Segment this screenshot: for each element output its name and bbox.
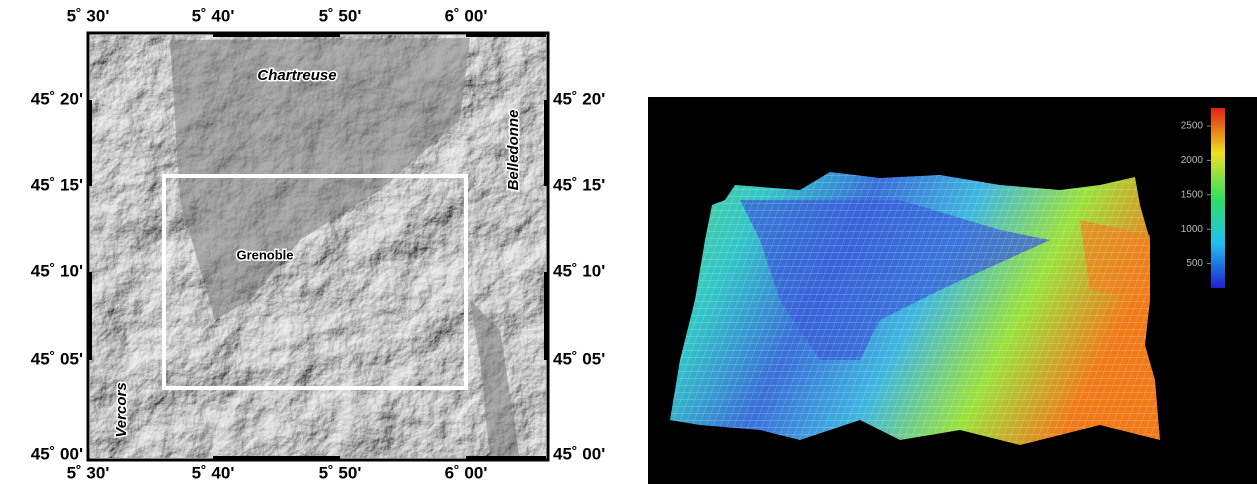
x-tick-label: 5˚ 40': [192, 6, 235, 25]
x-tick-label: 5˚ 50': [319, 6, 362, 25]
colorbar-tick-label: 1000: [1181, 224, 1204, 235]
colorbar-tick-label: 2000: [1181, 155, 1204, 166]
place-label: Belledonne: [505, 110, 522, 191]
y-tick-label: 45˚ 20': [553, 89, 605, 108]
place-label: Chartreuse: [257, 67, 336, 84]
x-tick-label: 5˚ 40': [192, 463, 235, 482]
shaded-relief-map: Chartreuse Chartreuse Belledonne Belledo…: [88, 33, 548, 460]
y-tick-label: 45˚ 10': [553, 261, 605, 280]
x-tick-label: 6˚ 00': [445, 6, 488, 25]
colorbar-tick-label: 2500: [1181, 121, 1204, 132]
x-tick-label: 5˚ 50': [319, 463, 362, 482]
colorbar-tick-label: 500: [1186, 258, 1203, 269]
place-label: Grenoble: [236, 247, 293, 262]
colorbar: [1211, 108, 1225, 288]
y-tick-label: 45˚ 10': [31, 261, 83, 280]
y-tick-label: 45˚ 00': [31, 444, 83, 463]
y-tick-label: 45˚ 05': [553, 349, 605, 368]
page: {"map": { "x_ticks_top": ["5˚ 30'", "5˚ …: [0, 0, 1257, 484]
colorbar-tick-label: 1500: [1181, 189, 1204, 200]
place-label: Vercors: [113, 382, 130, 437]
figure: Chartreuse Chartreuse Belledonne Belledo…: [0, 0, 1257, 484]
surface-mesh: [670, 172, 1160, 445]
x-tick-label: 5˚ 30': [67, 463, 110, 482]
y-tick-label: 45˚ 20': [31, 89, 83, 108]
y-tick-label: 45˚ 15': [31, 175, 83, 194]
y-tick-label: 45˚ 15': [553, 175, 605, 194]
x-tick-label: 5˚ 30': [67, 6, 110, 25]
y-tick-label: 45˚ 05': [31, 349, 83, 368]
y-tick-label: 45˚ 00': [553, 444, 605, 463]
surface-plot: [648, 97, 1257, 484]
x-tick-label: 6˚ 00': [445, 463, 488, 482]
